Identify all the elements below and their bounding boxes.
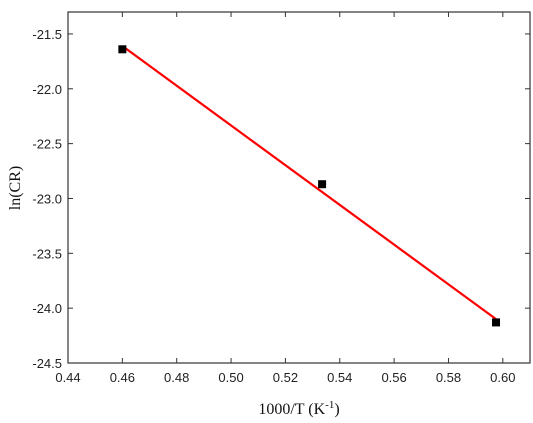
- series-layer: [118, 45, 501, 327]
- x-tick-label: 0.44: [55, 370, 80, 385]
- data-point: [318, 180, 327, 189]
- y-tick-label: -23.0: [32, 191, 62, 206]
- x-axis-ticks: 0.44 0.46 0.48 0.50 0.52 0.54 0.56 0.58 0.60: [55, 12, 515, 385]
- data-point: [492, 318, 501, 327]
- y-tick-label: -22.5: [32, 137, 62, 152]
- x-axis-label-suffix: ): [334, 401, 339, 418]
- x-tick-label: 0.48: [164, 370, 189, 385]
- y-tick-label: -24.0: [32, 301, 62, 316]
- y-axis-ticks: -21.5 -22.0 -22.5 -23.0 -23.5 -24.0 -24.5: [32, 27, 530, 371]
- x-tick-label: 0.56: [381, 370, 406, 385]
- x-tick-label: 0.60: [490, 370, 515, 385]
- y-tick-label: -21.5: [32, 27, 62, 42]
- y-tick-label: -23.5: [32, 246, 62, 261]
- x-axis-label-main: 1000/T (K: [258, 401, 325, 418]
- x-axis-label: 1000/T (K-1): [258, 399, 339, 418]
- x-tick-label: 0.52: [273, 370, 298, 385]
- x-tick-label: 0.54: [327, 370, 352, 385]
- fit-line: [121, 45, 497, 321]
- x-tick-label: 0.50: [218, 370, 243, 385]
- y-tick-label: -24.5: [32, 356, 62, 371]
- x-tick-label: 0.58: [436, 370, 461, 385]
- data-point: [118, 45, 127, 54]
- y-axis-label: ln(CR): [7, 166, 24, 210]
- x-tick-label: 0.46: [110, 370, 135, 385]
- y-tick-label: -22.0: [32, 82, 62, 97]
- x-axis-label-superscript: -1: [325, 399, 334, 411]
- plot-frame: [67, 11, 531, 364]
